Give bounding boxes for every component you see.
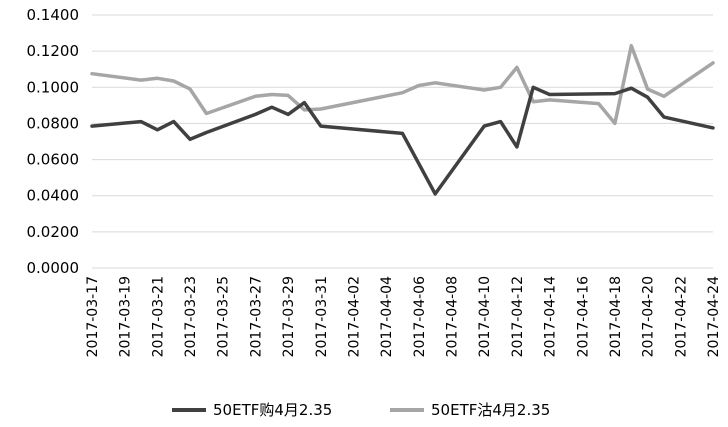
x-tick-label: 2017-04-20 — [641, 276, 657, 357]
x-tick-label: 2017-03-23 — [183, 276, 199, 357]
x-tick-label: 2017-04-10 — [477, 276, 493, 357]
series-lines — [90, 43, 715, 196]
x-tick-label: 2017-03-21 — [150, 276, 166, 357]
x-axis-tick-labels: 2017-03-17 2017-03-19 2017-03-21 2017-03-23… — [85, 276, 722, 357]
legend-label-put: 50ETF沽4月2.35 — [431, 401, 550, 419]
x-tick-label: 2017-03-31 — [314, 276, 330, 357]
series-line-put — [90, 43, 715, 126]
x-tick-label: 2017-04-04 — [379, 276, 395, 357]
legend: 50ETF购4月2.35 50ETF沽4月2.35 — [172, 401, 550, 419]
gridlines — [92, 14, 713, 233]
x-tick-label: 2017-03-17 — [85, 276, 101, 357]
x-tick-label: 2017-04-12 — [510, 276, 526, 357]
x-tick-label: 2017-04-14 — [543, 276, 559, 357]
y-tick-label: 0.0800 — [27, 114, 80, 132]
x-tick-label: 2017-03-25 — [216, 276, 232, 357]
x-tick-label: 2017-04-08 — [445, 276, 461, 357]
y-tick-label: 0.1000 — [27, 78, 80, 96]
y-tick-label: 0.0000 — [27, 259, 80, 277]
x-tick-label: 2017-04-24 — [706, 276, 722, 357]
series-line-call — [90, 85, 715, 196]
y-axis-tick-labels: 0.0000 0.0200 0.0400 0.0600 0.0800 0.1000 0.12… — [27, 6, 80, 277]
x-tick-label: 2017-04-06 — [412, 276, 428, 357]
y-tick-label: 0.0600 — [27, 151, 80, 169]
y-tick-label: 0.0200 — [27, 223, 80, 241]
x-tick-label: 2017-04-16 — [575, 276, 591, 357]
x-tick-label: 2017-03-19 — [118, 276, 134, 357]
y-tick-label: 0.1200 — [27, 42, 80, 60]
x-tick-label: 2017-03-27 — [248, 276, 264, 357]
x-tick-label: 2017-04-18 — [608, 276, 624, 357]
x-tick-label: 2017-04-02 — [346, 276, 362, 357]
x-tick-label: 2017-04-22 — [673, 276, 689, 357]
y-tick-label: 0.1400 — [27, 6, 80, 24]
x-tick-label: 2017-03-29 — [281, 276, 297, 357]
y-tick-label: 0.0400 — [27, 187, 80, 205]
legend-label-call: 50ETF购4月2.35 — [213, 401, 332, 419]
